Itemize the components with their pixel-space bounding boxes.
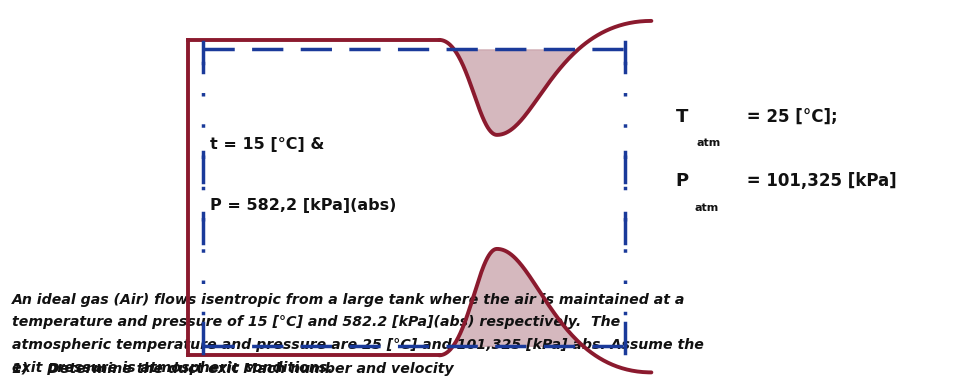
- Text: An ideal gas (Air) flows isentropic from a large tank where the air is maintaine: An ideal gas (Air) flows isentropic from…: [12, 293, 685, 307]
- Text: P: P: [676, 172, 689, 190]
- Text: temperature and pressure of 15 [°C] and 582.2 [kPa](abs) respectively.  The: temperature and pressure of 15 [°C] and …: [12, 315, 620, 329]
- Text: atm: atm: [695, 203, 719, 213]
- Text: 1)    Determine the duct exit Mach number and velocity: 1) Determine the duct exit Mach number a…: [12, 362, 454, 376]
- Text: P = 582,2 [kPa](abs): P = 582,2 [kPa](abs): [210, 198, 397, 213]
- Text: T: T: [676, 108, 688, 126]
- Text: = 101,325 [kPa]: = 101,325 [kPa]: [741, 172, 896, 190]
- Text: = 25 [°C];: = 25 [°C];: [741, 108, 838, 126]
- Text: exit pressure is atmospheric conditions.: exit pressure is atmospheric conditions.: [12, 361, 332, 375]
- Text: atmospheric temperature and pressure are 25 [°C] and 101,325 [kPa] abs. Assume t: atmospheric temperature and pressure are…: [12, 338, 703, 352]
- Text: atm: atm: [697, 138, 721, 148]
- Text: t = 15 [°C] &: t = 15 [°C] &: [210, 137, 325, 152]
